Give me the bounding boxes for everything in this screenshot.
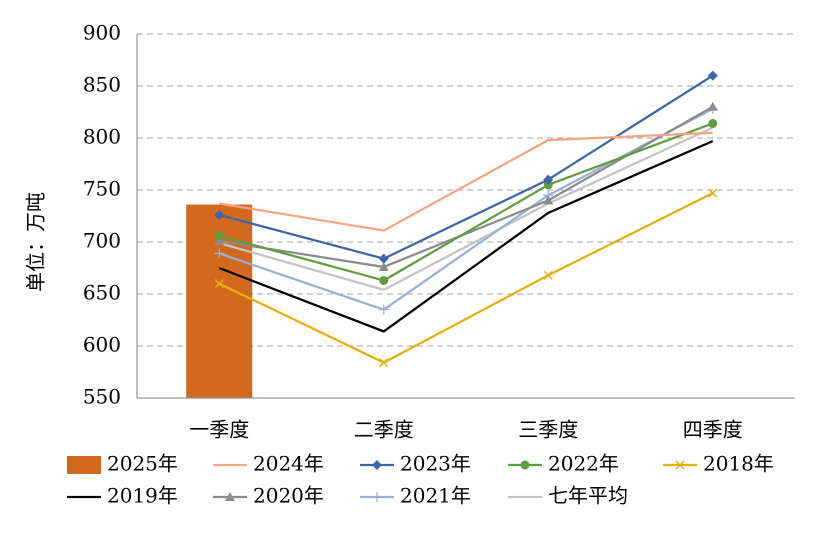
marker-stroke [214, 279, 224, 289]
data-point [214, 279, 224, 289]
legend: 2025年 2024年 2023年 2022年 2018年 2019年 2020年 2021年… [67, 452, 774, 508]
data-point [708, 118, 718, 128]
y-tick-label: 850 [83, 73, 121, 97]
y-tick-label: 550 [83, 385, 121, 409]
legend-marker [225, 492, 235, 501]
data-point [378, 304, 389, 315]
series-line [219, 131, 713, 232]
y-tick-label: 650 [83, 281, 121, 305]
legend-label: 2023年 [400, 452, 471, 476]
series-line [218, 140, 714, 333]
series-line [219, 105, 714, 269]
x-tick-label: 四季度 [683, 418, 743, 442]
series-line [218, 122, 714, 282]
legend-item-2021年: 2021年 [360, 484, 471, 508]
data-point [379, 275, 389, 285]
x-tick-label: 二季度 [354, 418, 414, 442]
data-point [708, 188, 718, 198]
y-tick-label: 900 [83, 21, 121, 45]
data-point [543, 195, 554, 205]
y-tick-label: 600 [83, 333, 121, 357]
legend-marker [675, 460, 685, 470]
data-point [707, 101, 718, 111]
data-point [543, 180, 553, 190]
legend-label: 2019年 [107, 484, 178, 508]
data-point [378, 261, 389, 271]
data-point [543, 174, 554, 185]
marker-stroke [708, 188, 718, 198]
data-point [379, 358, 389, 368]
data-point [214, 231, 224, 241]
data-point [214, 248, 225, 259]
y-tick-label: 750 [83, 177, 121, 201]
series-2022年 [214, 118, 718, 285]
legend-item-2019年: 2019年 [67, 484, 178, 508]
legend-label: 2018年 [703, 452, 774, 476]
series-line [218, 126, 714, 291]
legend-label: 2021年 [400, 484, 471, 508]
marker-stroke [675, 460, 685, 470]
axes: 550 600 650 700 750 800 850 900 一季度 二季度 三季度 四季度 [83, 21, 795, 442]
legend-marker [372, 460, 382, 470]
series-line [218, 107, 714, 311]
y-axis-label: 单位：万吨 [24, 192, 48, 292]
legend-item-2022年: 2022年 [508, 452, 619, 476]
marker-stroke [543, 270, 553, 280]
legend-label: 七年平均 [548, 484, 628, 508]
data-point [707, 70, 718, 81]
legend-item-2023年: 2023年 [360, 452, 471, 476]
legend-label: 2020年 [253, 484, 324, 508]
y-axis-label-group: 单位：万吨 [24, 192, 48, 292]
x-tick-label: 三季度 [518, 418, 578, 442]
legend-item-2025年: 2025年 [67, 452, 178, 476]
marker-stroke [379, 358, 389, 368]
legend-marker [520, 460, 530, 470]
legend-item-2018年: 2018年 [663, 452, 774, 476]
y-tick-label: 800 [83, 125, 121, 149]
series-2019年 [218, 140, 714, 333]
legend-label: 2025年 [107, 452, 178, 476]
x-tick-label: 一季度 [189, 418, 249, 442]
data-point [378, 253, 389, 264]
legend-label: 2022年 [548, 452, 619, 476]
data-point [543, 270, 553, 280]
line-series [214, 70, 718, 368]
legend-item-2024年: 2024年 [213, 452, 324, 476]
legend-marker [372, 492, 382, 502]
data-point [214, 235, 225, 245]
legend-label: 2024年 [253, 452, 324, 476]
y-tick-label: 700 [83, 229, 121, 253]
series-2024年 [219, 131, 713, 232]
series-line [218, 74, 714, 260]
series-line [218, 192, 714, 364]
legend-swatch [67, 456, 101, 474]
data-point [214, 209, 225, 220]
series-七年平均 [218, 126, 714, 291]
legend-item-七年平均: 七年平均 [508, 484, 628, 508]
legend-item-2020年: 2020年 [213, 484, 324, 508]
series-2023年 [214, 70, 718, 264]
series-2018年 [214, 188, 718, 368]
